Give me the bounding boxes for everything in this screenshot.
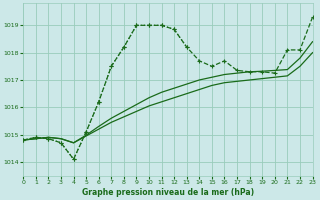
X-axis label: Graphe pression niveau de la mer (hPa): Graphe pression niveau de la mer (hPa) [82,188,254,197]
